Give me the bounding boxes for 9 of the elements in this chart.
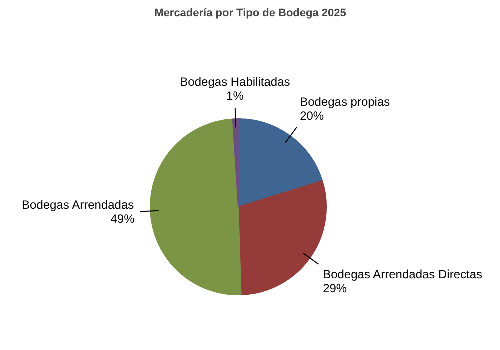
data-label: 1% (226, 88, 244, 103)
slice-label: Bodegas Arrendadas Directas (323, 267, 483, 282)
chart-title: Mercadería por Tipo de Bodega 2025 (154, 8, 346, 20)
slice-label: Bodegas Habilitadas (180, 74, 290, 89)
data-label: 49% (110, 212, 136, 226)
slice-label: Bodegas Arrendadas (22, 198, 134, 212)
data-label: 29% (323, 281, 348, 296)
data-label: 20% (300, 109, 324, 124)
slice-label: Bodegas propias (300, 95, 390, 110)
